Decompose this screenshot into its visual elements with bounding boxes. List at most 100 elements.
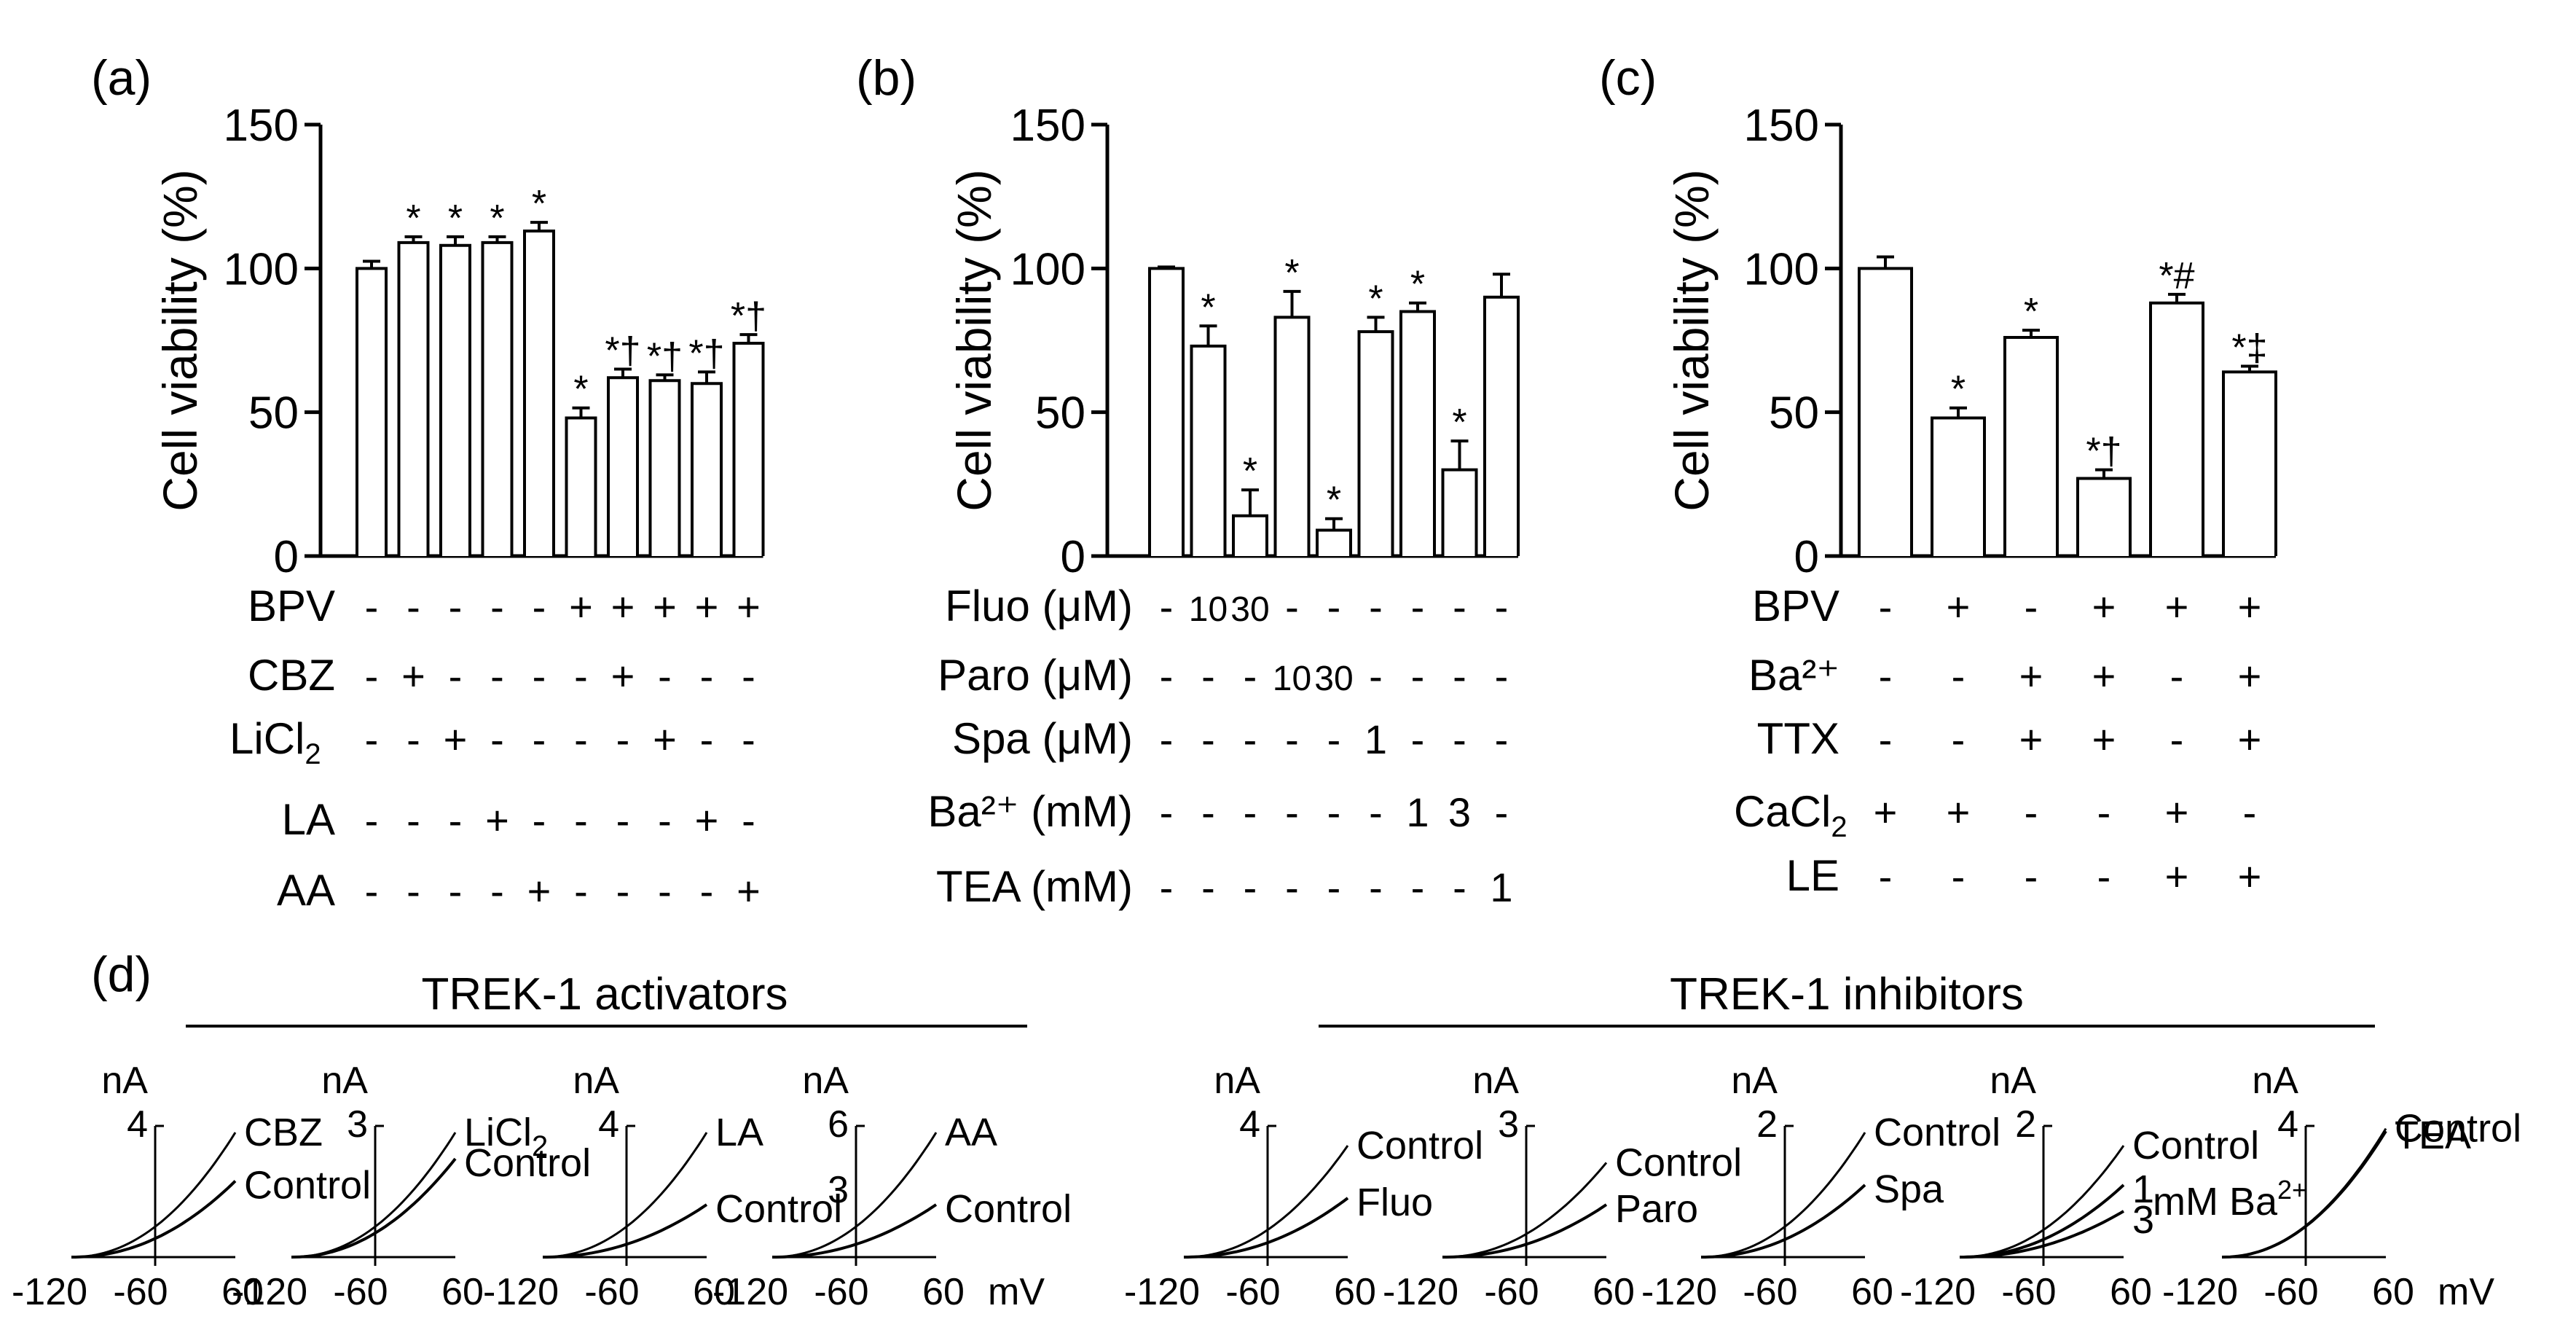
iv-curve <box>771 1132 938 1259</box>
significance-mark: *† <box>647 335 683 377</box>
curve-label: Paro <box>1615 1187 1698 1231</box>
y-unit-label: nA <box>2252 1060 2298 1102</box>
iv-curve <box>1701 1184 1866 1259</box>
treatment-mark: + <box>737 584 761 630</box>
treatment-label: TEA (mM) <box>936 862 1133 911</box>
x-tick-label: -120 <box>12 1271 87 1313</box>
bar <box>2003 336 2059 556</box>
treatment-label: CaCl2 <box>1734 787 1847 843</box>
curve-label: Control <box>1356 1124 1483 1167</box>
treatment-label: AA <box>277 866 335 915</box>
significance-mark: * <box>573 369 588 411</box>
treatment-mark: - <box>2170 653 2184 699</box>
y-max-label: 2 <box>1756 1103 1778 1146</box>
panel-label: (d) <box>91 947 152 1002</box>
treatment-mark: - <box>574 868 588 914</box>
bar <box>439 243 471 556</box>
significance-mark: * <box>406 197 420 240</box>
significance-mark: * <box>490 197 504 240</box>
x-tick-label: -60 <box>1743 1271 1797 1313</box>
treatment-mark: - <box>533 797 546 843</box>
bar <box>1148 267 1185 556</box>
treatment-mark: - <box>574 716 588 762</box>
treatment-mark: - <box>365 716 379 762</box>
bar <box>607 376 639 556</box>
group-title: TREK-1 inhibitors <box>1670 969 2024 1020</box>
treatment-mark: - <box>1495 584 1509 630</box>
iv-curve <box>543 1203 708 1259</box>
bar <box>1441 468 1478 556</box>
x-tick-label: -60 <box>584 1271 639 1313</box>
y-max-label: 4 <box>598 1103 619 1146</box>
treatment-mark: + <box>611 584 635 630</box>
y-tick-label: 50 <box>1035 388 1085 439</box>
y-max-label: 3 <box>347 1103 368 1146</box>
x-tick-label: 60 <box>1334 1271 1376 1313</box>
iv-curve <box>2221 1130 2387 1259</box>
bar <box>732 341 765 556</box>
treatment-mark: + <box>2092 653 2116 699</box>
curve-label: Control <box>244 1164 371 1208</box>
treatment-mark: + <box>2238 584 2262 630</box>
x-tick-label: -60 <box>1225 1271 1280 1313</box>
curve-label: LA <box>715 1111 763 1154</box>
treatment-mark: - <box>700 653 714 699</box>
x-tick-label: -120 <box>1641 1271 1717 1313</box>
subscript: 2 <box>305 738 321 770</box>
treatment-label: LE <box>1786 851 1839 900</box>
treatment-mark: - <box>1369 864 1383 910</box>
y-max-label: 4 <box>127 1103 148 1146</box>
curve-label: Control <box>2395 1107 2521 1151</box>
treatment-mark: - <box>490 653 504 699</box>
treatment-mark: - <box>1495 716 1509 762</box>
treatment-mark: - <box>700 868 714 914</box>
treatment-mark: + <box>611 653 635 699</box>
y-unit-label: nA <box>101 1060 148 1102</box>
significance-mark: *† <box>605 329 640 372</box>
treatment-mark: - <box>1285 864 1299 910</box>
iv-curve <box>1184 1197 1349 1259</box>
significance-mark: * <box>1243 450 1257 493</box>
treatment-mark: - <box>365 653 379 699</box>
treatment-label: BPV <box>248 582 335 630</box>
treatment-mark: - <box>533 653 546 699</box>
treatment-mark: - <box>658 868 672 914</box>
significance-mark: * <box>1327 480 1341 522</box>
treatment-mark: + <box>2238 853 2262 899</box>
x-unit-label: mV <box>2438 1271 2494 1313</box>
bar <box>1190 344 1227 556</box>
bar <box>481 240 514 556</box>
iv-curve <box>1960 1210 2125 1259</box>
treatment-mark: - <box>1411 864 1425 910</box>
treatment-mark: + <box>2165 584 2189 630</box>
treatment-mark: + <box>2019 716 2043 762</box>
treatment-mark: - <box>533 716 546 762</box>
x-tick-label: -60 <box>1484 1271 1539 1313</box>
y-tick-label: 0 <box>274 532 299 582</box>
treatment-mark: - <box>742 797 755 843</box>
treatment-mark: - <box>1411 716 1425 762</box>
y-unit-label: nA <box>1731 1060 1778 1102</box>
y-max-label: 6 <box>828 1103 849 1146</box>
y-tick-label: 150 <box>1010 101 1085 151</box>
treatment-mark: 1 <box>1490 864 1512 910</box>
y-tick-label: 100 <box>224 244 299 294</box>
curve-label: Control <box>2132 1124 2259 1167</box>
treatment-mark: - <box>574 653 588 699</box>
treatment-mark: + <box>401 653 425 699</box>
treatment-mark: - <box>1285 716 1299 762</box>
curve-label: Control <box>1874 1111 2000 1154</box>
treatment-mark: - <box>2243 789 2257 835</box>
x-tick-label: 60 <box>693 1271 735 1313</box>
treatment-mark: - <box>1244 864 1257 910</box>
significance-mark: * <box>1452 402 1466 444</box>
treatment-mark: - <box>1285 584 1299 630</box>
treatment-mark: - <box>1160 789 1174 835</box>
bar <box>1858 267 1913 556</box>
treatment-mark: - <box>365 868 379 914</box>
y-tick-label: 100 <box>1010 244 1085 294</box>
y-unit-label: nA <box>573 1060 619 1102</box>
treatment-mark: - <box>1453 864 1466 910</box>
treatment-mark: - <box>1327 864 1341 910</box>
superscript: 2+ <box>2277 1175 2307 1205</box>
